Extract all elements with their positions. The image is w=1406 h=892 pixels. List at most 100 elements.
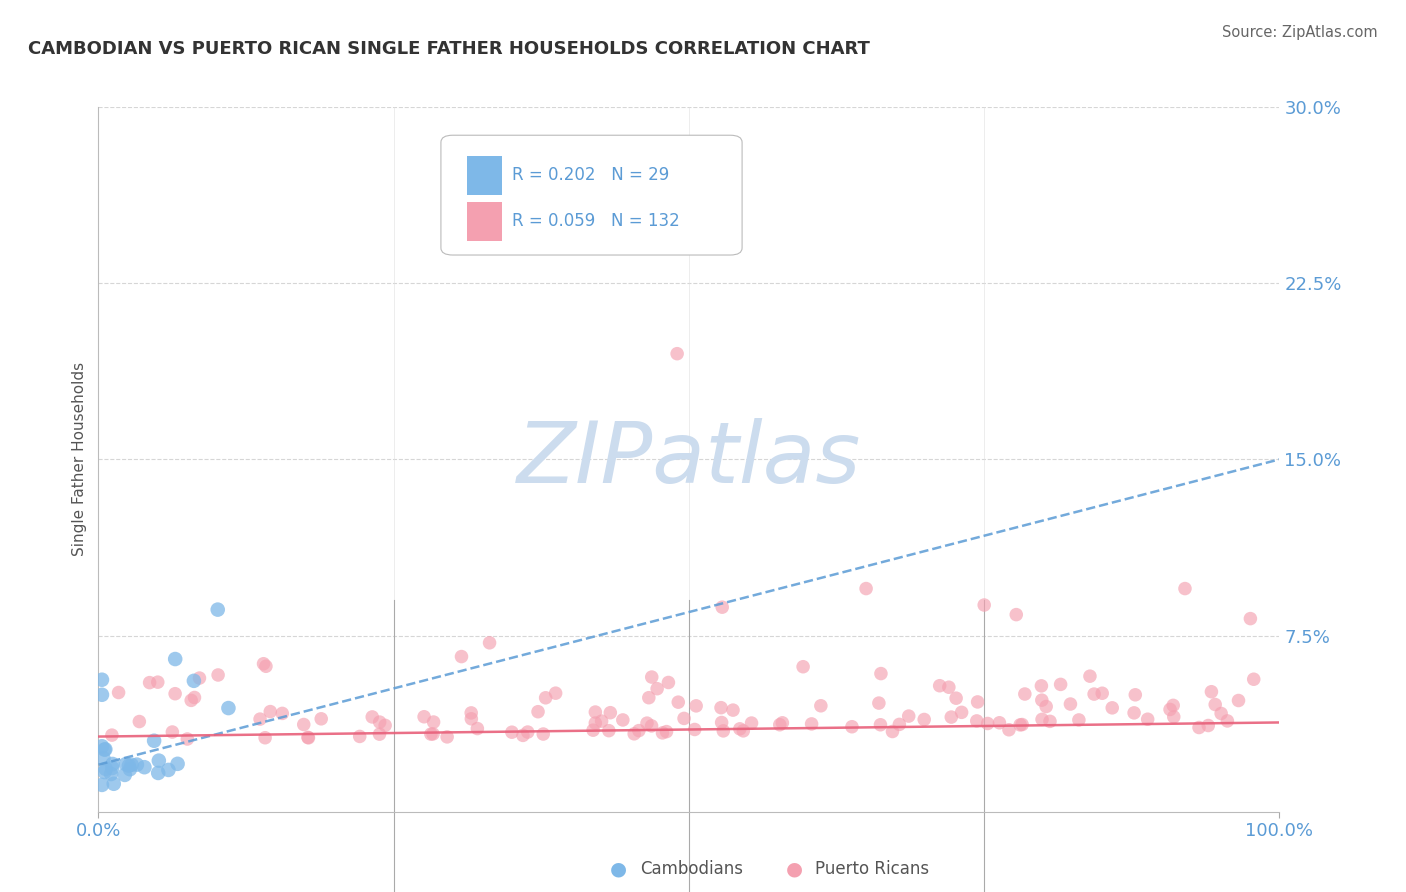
Point (252, 657, 274, 671)
Y-axis label: Single Father Households: Single Father Households (72, 362, 87, 557)
Point (527, 705, 550, 719)
Point (1161, 698, 1184, 713)
Point (1201, 684, 1223, 698)
Point (183, 673, 205, 688)
Point (1031, 679, 1053, 693)
Point (501, 725, 523, 739)
Point (512, 728, 534, 742)
Point (673, 711, 696, 725)
Text: R = 0.202   N = 29: R = 0.202 N = 29 (512, 167, 669, 185)
Point (460, 706, 482, 720)
Point (349, 730, 371, 744)
Point (1014, 687, 1036, 701)
Point (1211, 706, 1233, 721)
Point (769, 717, 792, 731)
Point (711, 600, 734, 615)
Point (450, 649, 472, 664)
Point (1067, 713, 1090, 727)
Point (583, 705, 606, 719)
Point (249, 712, 271, 726)
Point (945, 691, 967, 706)
Point (641, 670, 664, 684)
Point (93, 751, 115, 765)
Point (810, 698, 832, 713)
Point (368, 715, 391, 730)
Point (1227, 693, 1250, 707)
Point (1083, 687, 1105, 701)
Point (217, 701, 239, 715)
Point (800, 717, 823, 731)
Point (259, 705, 281, 719)
Point (998, 723, 1021, 737)
Point (297, 731, 319, 745)
Point (91, 778, 114, 792)
Point (254, 731, 277, 745)
Point (1136, 712, 1159, 726)
Point (973, 598, 995, 612)
Point (636, 716, 658, 731)
Point (100, 767, 122, 781)
Point (422, 714, 444, 729)
Point (271, 706, 294, 721)
Point (637, 690, 659, 705)
Point (157, 763, 180, 777)
Point (1101, 701, 1123, 715)
Text: CAMBODIAN VS PUERTO RICAN SINGLE FATHER HOUSEHOLDS CORRELATION CHART: CAMBODIAN VS PUERTO RICAN SINGLE FATHER … (28, 40, 870, 58)
Point (114, 768, 136, 782)
Point (121, 757, 143, 772)
Point (176, 731, 198, 746)
Point (101, 756, 124, 771)
Point (436, 730, 458, 744)
Point (297, 731, 319, 745)
Point (138, 675, 160, 690)
Point (582, 723, 605, 738)
Point (711, 723, 734, 738)
Point (1035, 699, 1057, 714)
Point (134, 760, 156, 774)
Point (1031, 712, 1053, 726)
Point (101, 761, 124, 775)
Point (91, 673, 114, 687)
Point (374, 718, 396, 732)
Bar (467, 156, 502, 195)
Point (889, 717, 911, 731)
Point (627, 723, 650, 738)
Point (1005, 607, 1028, 622)
Point (188, 671, 211, 685)
Point (640, 719, 662, 733)
Point (1188, 721, 1211, 735)
Bar (467, 202, 502, 241)
Point (531, 727, 554, 741)
Point (91, 688, 114, 702)
Point (94, 762, 117, 776)
Point (598, 723, 620, 738)
Text: ●: ● (610, 859, 627, 879)
Text: R = 0.059   N = 132: R = 0.059 N = 132 (512, 212, 679, 230)
Point (841, 720, 863, 734)
Point (146, 675, 169, 690)
Point (309, 712, 332, 726)
Point (612, 713, 634, 727)
Point (988, 715, 1011, 730)
Point (512, 205, 534, 219)
Point (928, 679, 950, 693)
Point (966, 714, 988, 728)
Point (1204, 698, 1226, 712)
Point (180, 693, 202, 707)
Point (118, 758, 141, 772)
Point (165, 652, 187, 666)
Point (1031, 693, 1053, 707)
Point (683, 723, 706, 737)
Point (710, 715, 733, 730)
Point (148, 766, 170, 780)
Point (107, 685, 129, 699)
Point (93, 742, 115, 756)
Point (591, 714, 613, 728)
Text: ZIPatlas: ZIPatlas (517, 417, 860, 501)
Point (118, 762, 141, 776)
Point (666, 695, 689, 709)
Point (868, 696, 890, 710)
Point (1163, 710, 1185, 724)
Point (1039, 714, 1062, 729)
Point (254, 659, 277, 673)
